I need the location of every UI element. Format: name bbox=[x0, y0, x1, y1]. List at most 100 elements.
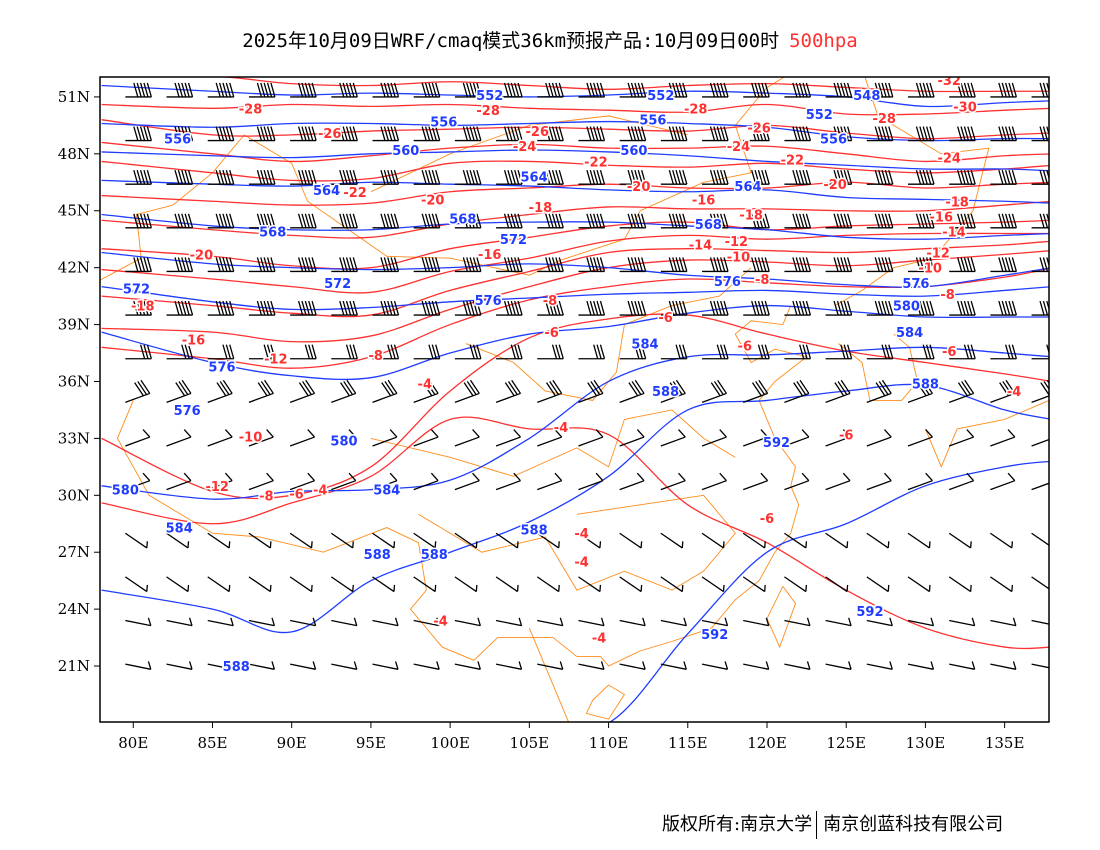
temperature-label: -4 bbox=[1007, 385, 1021, 400]
wind-barb bbox=[619, 617, 646, 627]
barb-flag bbox=[1054, 345, 1058, 359]
barb-flag bbox=[1050, 127, 1054, 141]
barb-flag bbox=[260, 213, 266, 228]
barb-flag bbox=[846, 541, 849, 548]
barb-flag bbox=[222, 82, 228, 98]
temperature-label: -8 bbox=[940, 288, 954, 303]
barb-flag bbox=[348, 472, 357, 482]
lon-tick-label: 100E bbox=[430, 734, 470, 752]
barb-flag bbox=[1004, 257, 1011, 272]
barb-staff bbox=[537, 619, 563, 627]
isotherm-m24 bbox=[101, 141, 1049, 163]
barb-flag bbox=[793, 382, 804, 397]
wind-barb bbox=[248, 126, 276, 142]
barb-flag bbox=[848, 617, 852, 626]
barb-flag bbox=[503, 82, 510, 98]
barb-flag bbox=[472, 300, 479, 316]
barb-flag bbox=[805, 213, 812, 228]
barb-flag bbox=[1039, 213, 1045, 228]
barb-flag bbox=[424, 213, 431, 228]
height-label: 556 bbox=[430, 116, 457, 131]
wind-barb bbox=[125, 170, 152, 185]
barb-staff bbox=[701, 532, 724, 549]
barb-flag bbox=[390, 213, 396, 228]
barb-flag bbox=[305, 379, 316, 394]
barb-staff bbox=[948, 576, 972, 593]
wind-barb bbox=[619, 300, 647, 316]
barb-flag bbox=[229, 344, 235, 359]
temperature-label: -22 bbox=[584, 155, 608, 170]
barb-staff bbox=[701, 480, 727, 491]
barb-flag bbox=[431, 82, 437, 98]
barb-flag bbox=[627, 213, 633, 228]
barb-staff bbox=[619, 576, 642, 593]
wind-barb bbox=[990, 257, 1018, 273]
wind-barb bbox=[496, 300, 523, 316]
barb-flag bbox=[393, 170, 400, 185]
map-title: 2025年10月09日WRF/cmaq模式36km预报产品:10月09日00时 5… bbox=[0, 26, 1100, 53]
wind-barb bbox=[413, 429, 439, 447]
barb-staff bbox=[742, 576, 766, 593]
barb-flag bbox=[925, 344, 932, 359]
barb-flag bbox=[957, 382, 968, 397]
barb-flag bbox=[637, 82, 643, 98]
height-label: 556 bbox=[639, 114, 666, 129]
height-label: 584 bbox=[166, 522, 193, 537]
barb-flag bbox=[709, 126, 716, 141]
barb-flag bbox=[1042, 126, 1049, 141]
barb-flag bbox=[349, 257, 355, 272]
barb-flag bbox=[840, 213, 846, 228]
barb-flag bbox=[476, 170, 482, 185]
barb-flag bbox=[263, 82, 269, 98]
barb-flag bbox=[510, 213, 516, 228]
barb-flag bbox=[757, 300, 764, 316]
barb-flag bbox=[586, 170, 592, 185]
barb-staff bbox=[413, 619, 440, 627]
barb-flag bbox=[311, 213, 317, 228]
barb-flag bbox=[713, 257, 719, 272]
barb-flag bbox=[510, 170, 516, 185]
wind-barb bbox=[290, 344, 317, 360]
barb-flag bbox=[836, 300, 843, 316]
barb-staff bbox=[701, 663, 728, 670]
barb-staff bbox=[825, 576, 848, 593]
barb-flag bbox=[428, 344, 434, 359]
temperature-label: -6 bbox=[760, 512, 774, 527]
barb-flag bbox=[555, 213, 561, 228]
barb-flag bbox=[352, 541, 354, 548]
barb-flag bbox=[720, 126, 726, 141]
wind-barb bbox=[207, 661, 234, 670]
barb-flag bbox=[518, 661, 523, 670]
barb-staff bbox=[372, 436, 398, 447]
barb-flag bbox=[187, 300, 194, 316]
barb-flag bbox=[174, 300, 180, 316]
barb-flag bbox=[764, 257, 770, 272]
isotherm-m18 bbox=[101, 200, 1049, 239]
barb-flag bbox=[843, 344, 849, 359]
barb-flag bbox=[668, 300, 674, 316]
barb-flag bbox=[1008, 82, 1014, 98]
barb-flag bbox=[503, 170, 510, 185]
barb-flag bbox=[301, 82, 307, 98]
wind-barb bbox=[1031, 429, 1049, 447]
barb-flag bbox=[266, 126, 273, 141]
barb-flag bbox=[133, 257, 139, 272]
wind-barb bbox=[125, 617, 152, 627]
barb-staff bbox=[331, 663, 357, 670]
barb-flag bbox=[297, 300, 304, 316]
wind-barb bbox=[330, 532, 354, 549]
barb-flag bbox=[967, 344, 973, 359]
barb-flag bbox=[795, 82, 801, 98]
wind-barb bbox=[289, 472, 316, 491]
barb-staff bbox=[454, 436, 480, 447]
barb-flag bbox=[1050, 170, 1054, 184]
barb-flag bbox=[181, 379, 192, 394]
wind-barb bbox=[825, 576, 849, 593]
barb-flag bbox=[181, 300, 187, 316]
barb-flag bbox=[390, 344, 396, 359]
wind-barb bbox=[125, 126, 152, 142]
barb-staff bbox=[372, 392, 398, 403]
wind-barb bbox=[537, 429, 563, 447]
wind-barb bbox=[372, 532, 396, 549]
barb-flag bbox=[513, 429, 521, 438]
